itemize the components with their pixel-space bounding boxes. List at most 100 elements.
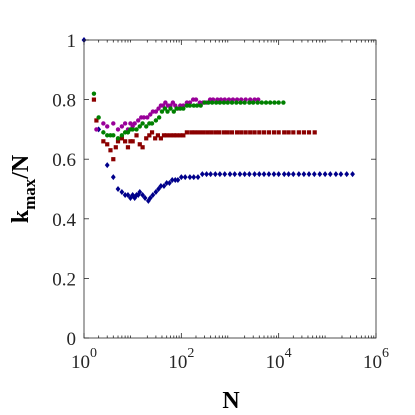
data-point-series-4 [198,103,203,108]
data-point-series-1 [199,171,205,178]
y-tick-label: 0.6 [52,150,76,171]
data-point-series-4 [111,133,116,138]
data-point-series-3 [170,100,176,105]
data-point-series-4 [238,100,243,105]
data-point-series-1 [137,188,143,195]
x-axis-label: N [222,388,240,414]
y-axis-label: kmax/N [8,154,39,223]
data-point-series-1 [232,171,238,178]
y-tick-label: 0 [67,329,77,350]
data-point-series-1 [222,171,228,178]
data-point-series-1 [256,171,262,178]
data-point-series-1 [150,191,156,198]
plot-background [84,40,376,338]
data-point-series-4 [165,109,170,114]
data-point-series-4 [229,100,235,105]
data-point-series-4 [247,100,252,105]
data-point-series-2 [168,133,173,138]
data-point-series-2 [271,130,277,135]
data-point-series-2 [291,130,296,135]
y-axis-label-suffix: /N [8,154,34,180]
data-point-series-2 [111,157,116,162]
y-axis-label-subscript: max [20,178,39,210]
data-point-series-4 [221,100,227,105]
data-point-series-4 [178,106,183,111]
data-point-series-4 [268,100,273,105]
data-point-series-2 [164,133,169,138]
data-point-series-1 [142,194,148,201]
data-point-series-4 [153,118,159,123]
data-point-series-2 [276,130,281,135]
data-point-series-4 [140,121,145,126]
data-point-series-4 [174,106,179,111]
data-point-series-2 [205,130,210,135]
data-point-series-1 [169,177,175,184]
data-point-series-2 [174,133,179,138]
data-point-series-2 [306,130,312,135]
data-point-series-1 [322,171,328,178]
data-point-series-1 [182,174,188,181]
data-point-series-4 [162,106,168,111]
data-point-series-2 [123,139,128,144]
data-point-series-4 [159,109,165,114]
data-point-series-4 [263,100,269,105]
data-point-series-1 [204,171,209,178]
data-point-series-2 [229,130,235,135]
data-point-series-4 [96,115,101,120]
data-point-series-4 [181,106,186,111]
data-point-series-2 [286,130,291,135]
data-point-series-2 [181,133,186,138]
data-point-series-4 [187,103,193,108]
data-point-series-4 [101,130,106,135]
data-point-series-2 [282,130,287,135]
data-point-series-1 [156,186,161,192]
data-point-series-1 [237,171,243,178]
data-point-series-3 [111,121,116,126]
data-point-series-4 [202,100,207,105]
data-point-series-4 [134,127,139,132]
data-point-series-1 [242,171,248,178]
axis-ticks [83,39,377,339]
data-point-series-3 [101,121,106,126]
data-point-series-1 [306,171,312,178]
data-point-series-2 [257,130,262,135]
data-point-series-3 [122,121,128,126]
data-point-series-1 [276,171,282,178]
data-point-series-4 [149,121,155,126]
data-point-series-1 [104,162,110,169]
data-point-series-4 [191,103,196,108]
data-point-series-2 [119,136,124,141]
data-point-series-2 [252,130,257,135]
data-point-series-1 [172,177,178,184]
data-point-series-2 [266,130,272,135]
data-point-series-2 [301,130,307,135]
data-point-series-4 [225,100,230,105]
data-point-series-1 [217,171,223,178]
data-point-series-3 [115,127,121,132]
data-point-series-4 [242,100,247,105]
data-marks [81,37,355,204]
data-point-series-2 [128,139,133,144]
data-point-series-3 [132,121,137,126]
x-tick-label: 104 [266,346,292,373]
data-point-series-2 [140,145,145,150]
data-point-series-3 [119,124,125,129]
data-point-series-1 [125,191,131,198]
data-point-series-2 [91,97,97,102]
data-point-series-4 [130,127,135,132]
data-point-series-1 [147,194,153,201]
data-point-series-1 [132,194,138,201]
y-tick-label: 0.8 [52,91,76,112]
data-point-series-4 [234,100,239,105]
data-point-series-1 [344,171,350,178]
y-tick-label: 0.2 [52,269,76,290]
data-point-series-2 [137,142,142,147]
data-point-series-1 [115,186,121,192]
data-point-series-1 [286,171,292,178]
data-point-series-3 [145,115,150,120]
data-point-series-4 [137,124,142,129]
data-point-series-3 [148,112,153,117]
data-point-series-1 [178,174,184,181]
data-point-series-1 [153,188,159,195]
y-tick-label: 0.4 [52,210,76,231]
